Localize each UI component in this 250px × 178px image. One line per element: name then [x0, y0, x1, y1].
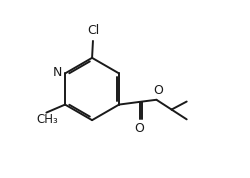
- Text: O: O: [154, 83, 164, 97]
- Text: CH₃: CH₃: [36, 114, 58, 127]
- Text: Cl: Cl: [87, 24, 99, 37]
- Text: N: N: [52, 66, 62, 79]
- Text: O: O: [134, 122, 144, 135]
